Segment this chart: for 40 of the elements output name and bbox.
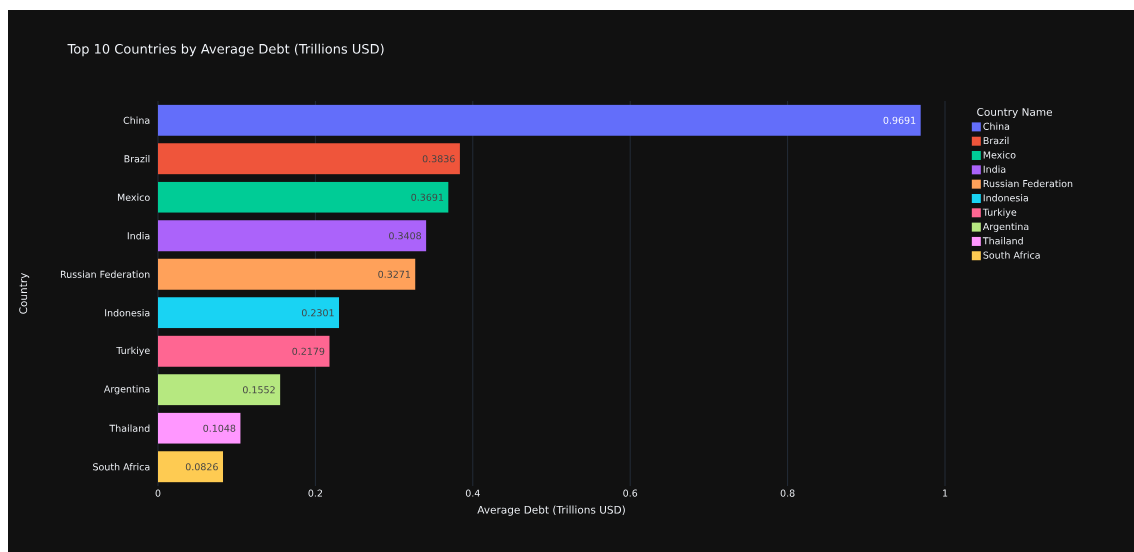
data-label: 0.1552 xyxy=(243,386,275,394)
data-label: 0.2301 xyxy=(301,309,334,317)
y-tick-label: China xyxy=(123,116,150,124)
legend-label: Brazil xyxy=(983,136,1009,145)
y-tick-label: Thailand xyxy=(109,424,150,432)
data-label: 0.0826 xyxy=(185,463,218,471)
y-tick-label: South Africa xyxy=(93,463,150,471)
legend-label: Mexico xyxy=(983,151,1016,159)
y-tick-label: Argentina xyxy=(103,385,150,395)
y-tick-label: Mexico xyxy=(117,193,150,201)
x-tick-label: 0.4 xyxy=(465,489,480,497)
data-label: 0.3691 xyxy=(411,193,444,201)
data-label: 0.1048 xyxy=(203,424,236,432)
legend-label: South Africa xyxy=(983,251,1040,259)
legend-label: Russian Federation xyxy=(983,179,1073,188)
legend-label: Argentina xyxy=(982,222,1029,232)
x-tick-label: 0.8 xyxy=(780,489,795,497)
data-label: 0.2179 xyxy=(292,347,325,355)
x-tick-label: 0.2 xyxy=(308,489,323,497)
legend-label: Indonesia xyxy=(983,194,1028,202)
data-label: 0.9691 xyxy=(883,116,916,124)
y-axis-title: Country xyxy=(19,272,30,314)
y-tick-label: Indonesia xyxy=(105,309,150,317)
y-tick-label: India xyxy=(127,232,150,240)
chart-title: Top 10 Countries by Average Debt (Trillions USD) xyxy=(67,43,384,57)
legend-label: India xyxy=(983,165,1006,173)
data-label: 0.3408 xyxy=(389,232,422,240)
legend-title: Country Name xyxy=(977,108,1052,118)
x-tick-label: 1 xyxy=(943,489,948,497)
data-label: 0.3836 xyxy=(422,155,455,163)
legend-label: Thailand xyxy=(982,237,1023,245)
x-axis-title: Average Debt (Trillions USD) xyxy=(477,505,625,516)
legend-label: Turkiye xyxy=(982,208,1017,218)
x-tick-label: 0 xyxy=(155,489,161,497)
y-tick-label: Brazil xyxy=(124,155,150,163)
x-tick-label: 0.6 xyxy=(623,489,638,497)
data-label: 0.3271 xyxy=(378,270,411,278)
y-tick-label: Turkiye xyxy=(116,346,150,356)
legend-label: China xyxy=(983,122,1010,130)
y-tick-label: Russian Federation xyxy=(60,270,150,278)
